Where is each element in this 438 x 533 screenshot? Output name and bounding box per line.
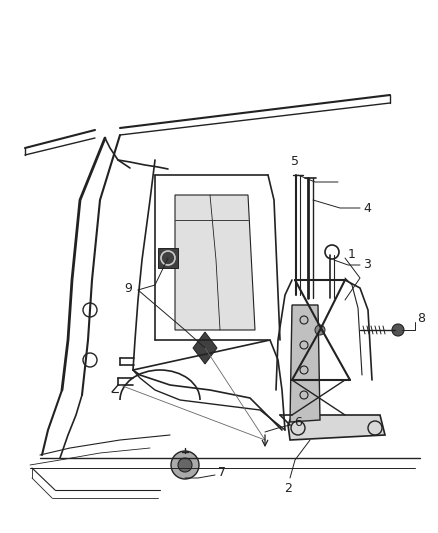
Text: 1: 1	[348, 248, 356, 262]
Text: 6: 6	[294, 416, 302, 430]
Polygon shape	[193, 332, 217, 364]
Circle shape	[178, 458, 192, 472]
Polygon shape	[175, 195, 255, 330]
Circle shape	[392, 324, 404, 336]
Circle shape	[171, 451, 199, 479]
Text: 9: 9	[124, 281, 132, 295]
Text: 8: 8	[417, 311, 425, 325]
Text: 3: 3	[363, 259, 371, 271]
Text: 5: 5	[291, 155, 299, 168]
Text: 2: 2	[284, 482, 292, 495]
Circle shape	[315, 325, 325, 335]
Polygon shape	[158, 248, 178, 268]
Text: 4: 4	[363, 201, 371, 214]
Text: 7: 7	[218, 466, 226, 480]
Polygon shape	[288, 415, 385, 440]
Polygon shape	[290, 305, 320, 422]
